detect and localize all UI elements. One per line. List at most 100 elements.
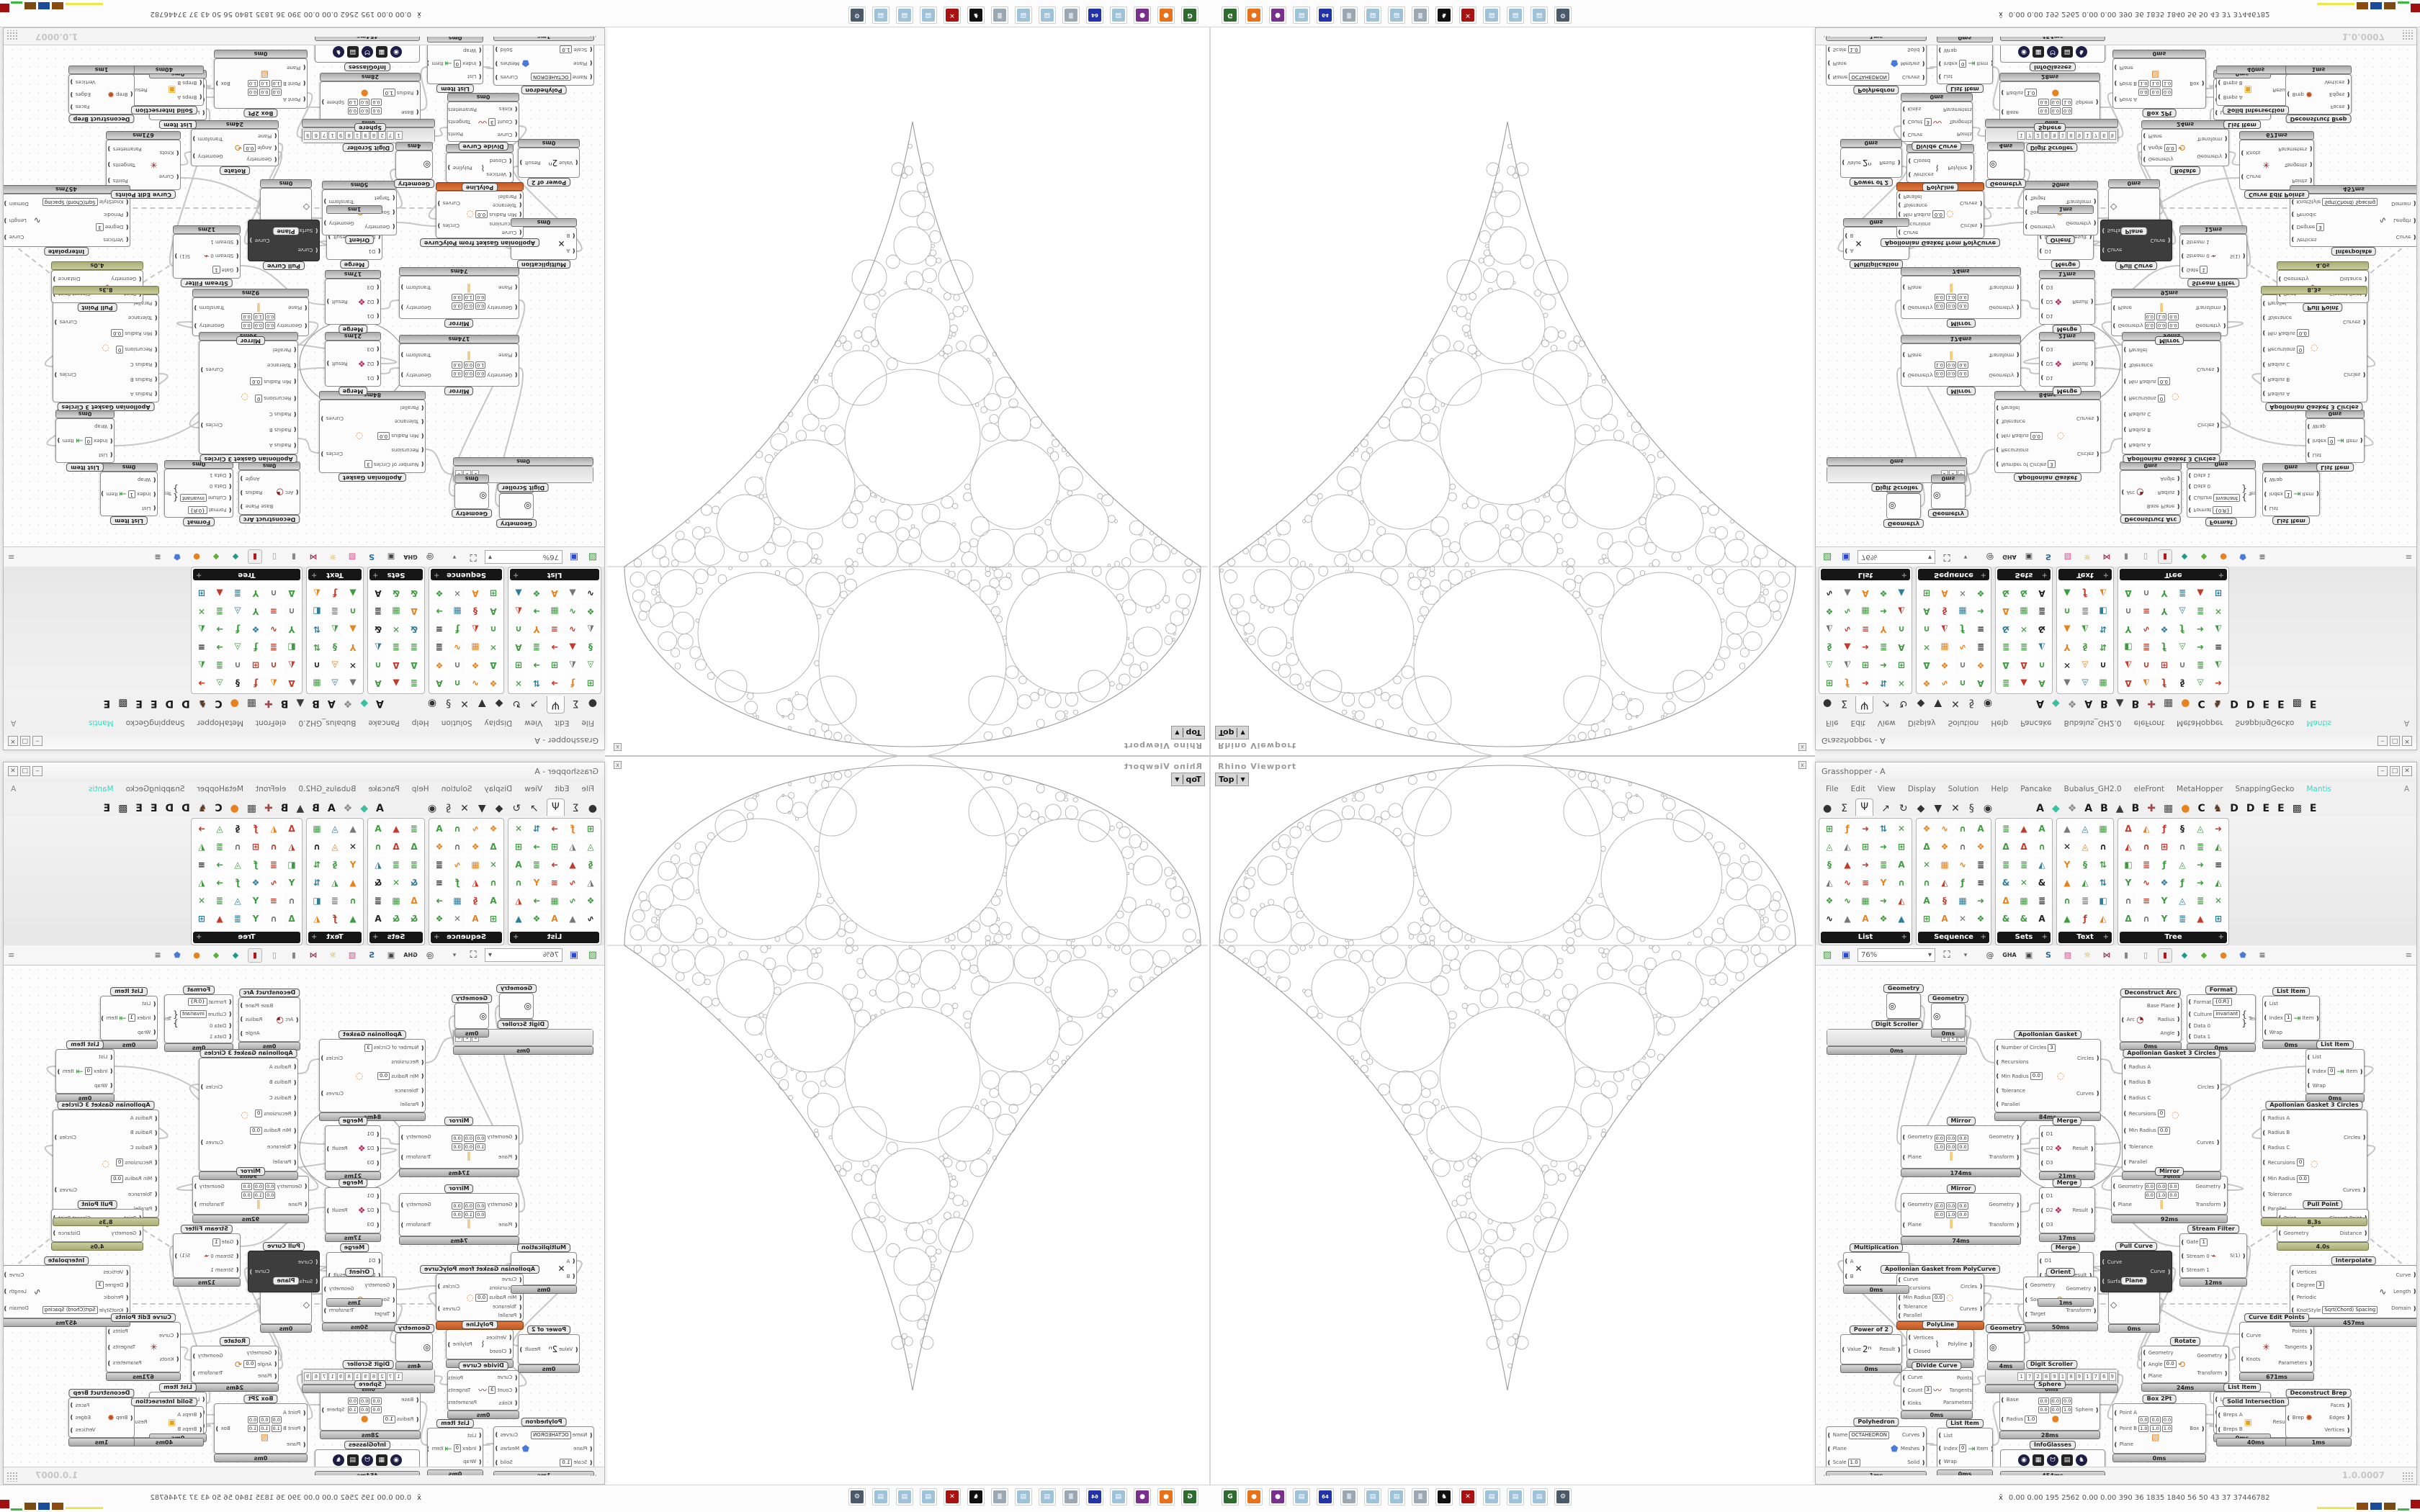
component-icon[interactable]: ∩ [1893,621,1910,638]
output-port[interactable]: Result❫ [519,160,540,166]
component-icon[interactable]: ❖ [2156,874,2173,891]
component-icon[interactable]: ◧ [2094,892,2112,909]
input-port[interactable]: ❪ Radius A [2123,1063,2151,1070]
palette-expand-icon[interactable]: + [196,571,202,579]
pin-teal-icon[interactable]: ◆ [2181,552,2188,562]
value-box[interactable]: 0.0 [377,1072,390,1081]
node-geometry[interactable]: ◎ [499,493,534,519]
node-label-stream-filter[interactable]: Stream Filter [181,1225,233,1233]
input-port[interactable]: ❪ Format {0:R} [188,506,233,514]
input-port[interactable]: ❪ Index 0 [2306,436,2336,445]
pink-box-icon[interactable]: ▨ [2063,552,2072,562]
plugin-tab-0[interactable]: A [376,803,384,814]
value-box[interactable]: 0.0 [1934,1210,1945,1218]
component-icon[interactable]: ◬ [2174,856,2191,873]
input-port[interactable]: ❪ Radius C [269,411,297,418]
plugin-tab-14[interactable]: E [150,698,158,709]
taskbar-icon-notepad-6[interactable]: ▤ [1531,6,1548,24]
output-port[interactable]: Parameters❫ [448,106,477,112]
input-port[interactable]: ❪ Parallel [2262,1205,2286,1212]
output-port[interactable]: Transform ❫ [192,136,223,143]
output-port[interactable]: Base Plane ❫ [2147,503,2181,510]
component-icon[interactable]: ➜ [1875,657,1892,674]
output-port[interactable]: Curves ❫ [2197,1139,2220,1146]
node-label-merge[interactable]: Merge [338,387,368,395]
category-tab-7[interactable]: ✕ [460,803,469,814]
component-icon[interactable]: ⊞ [2210,585,2227,602]
node-label-apollonian-gasket-3-circles[interactable]: Apollonian Gasket 3 Circles [2265,402,2363,411]
value-box[interactable]: 3 [2048,460,2056,469]
output-port[interactable]: Points❫ [107,1328,128,1335]
node-label-solid-intersection[interactable]: Solid Intersection [2223,106,2289,114]
node-label-apollonian-gasket-3-circles[interactable]: Apollonian Gasket 3 Circles [200,454,297,463]
node-format[interactable]: ❪ Format {0:R} ❪ Culture invariant ❪ Data 0 ❪ Dat… [164,994,233,1043]
component-icon[interactable]: ƒ [2076,910,2094,927]
component-icon[interactable]: ⊞ [1918,910,1935,927]
close-icon[interactable]: x [1798,761,1806,769]
input-port[interactable]: ❪ Periodic [104,1295,130,1301]
output-port[interactable]: Tangents❫ [1950,119,1972,125]
component-icon[interactable]: A [1918,603,1935,620]
component-icon[interactable]: ❖ [2156,621,2173,638]
output-port[interactable]: Transform ❫ [1989,1222,2020,1228]
plugin-tab-11[interactable]: ♞ [197,698,207,709]
component-icon[interactable]: ≡ [265,892,282,909]
component-icon[interactable]: ▦ [308,820,326,837]
node-label-list-item[interactable]: List Item [2272,987,2310,996]
ball-orange-icon[interactable]: ● [2220,552,2227,562]
node-rotate[interactable]: ❪ Geometry ❪ Angle 0.0 ❪ Plane ⟲ Geometry ❫ Transf… [2141,1346,2229,1383]
input-port[interactable]: ❪ Index 1 [2263,1014,2293,1022]
grasshopper-titlebar[interactable]: Grasshopper - A ‒ □ ✕ [1816,762,2416,781]
output-port[interactable]: Polyline ❫ [447,1341,472,1348]
value-box[interactable]: OCTAHEDRON [531,73,571,81]
ribbon-icon[interactable]: ⋈ [309,950,318,960]
taskbar-icon-scroll-2[interactable]: ≣ [991,6,1008,24]
plugin-tab-1[interactable]: ◆ [360,698,369,709]
component-icon[interactable]: ✕ [1954,910,1971,927]
component-icon[interactable]: ∿ [449,856,466,873]
input-port[interactable]: ❪ Arc [2120,490,2135,496]
node-label-mirror[interactable]: Mirror [236,1167,266,1176]
node-apollonian-gasket-3-circles[interactable]: ❪ Radius A ❪ Radius B ❪ Radius C ❪ Recursions 0 ❪… [2122,341,2221,454]
output-port[interactable]: Transform ❫ [400,352,431,359]
output-port[interactable]: Geometry ❫ [2195,323,2227,329]
node-label-power-of-2[interactable]: Power of 2 [526,178,571,186]
component-icon[interactable]: ⊞ [485,910,502,927]
node-rotate[interactable]: ❪ Geometry ❪ Angle 0.0 ❪ Plane ⟲ Geometry ❫ Transf… [191,1346,279,1383]
search-s-icon[interactable]: S [2045,950,2051,960]
infoglasses-icon[interactable]: ♞ [2076,46,2087,58]
input-port[interactable]: ❪ Data 0 [210,1022,233,1029]
plugin-tab-17[interactable]: E [2309,698,2317,709]
output-port[interactable]: Edges ❫ [2329,1414,2351,1421]
infoglasses-icon[interactable]: ◉ [2018,46,2030,58]
node-label-stream-filter[interactable]: Stream Filter [2187,1225,2239,1233]
input-port[interactable]: ❪ Curve [1897,1277,1918,1283]
component-icon[interactable]: ≡ [546,874,563,891]
input-port[interactable]: ❪ Breps B [177,1426,203,1433]
component-icon[interactable]: ≡ [1857,621,1874,638]
zoom-dropdown[interactable]: 76% ▾ [485,550,563,564]
input-port[interactable]: ❪ Plane [2112,1201,2132,1207]
node-label-list-item[interactable]: List Item [159,1383,197,1392]
value-box[interactable]: 0.0 [463,1202,475,1210]
value-box[interactable]: 1 [2284,490,2293,498]
component-icon[interactable]: ✕ [2210,892,2227,909]
output-port[interactable]: Transform ❫ [400,1222,431,1228]
value-box[interactable]: 1.0 [1945,294,1957,302]
component-icon[interactable]: ▦ [2015,892,2033,909]
input-port[interactable]: ❪ Parallel [400,1101,425,1107]
output-port[interactable]: Domain❫ [4,1305,29,1312]
input-port[interactable]: ❪D2 [367,1207,380,1214]
output-port[interactable]: Transform ❫ [1989,1154,2020,1161]
zoom-extents-icon[interactable]: ⛶ [470,950,477,960]
palette-expand-icon[interactable]: + [372,933,379,941]
taskbar-icon-notepad-5[interactable]: ▤ [1507,6,1524,24]
output-port[interactable]: Radius ❫ [239,490,262,496]
input-port[interactable]: ❪Wrap [94,1082,114,1089]
node-label-solid-intersection[interactable]: Solid Intersection [131,1398,197,1406]
input-port[interactable]: ❪ Plane [288,305,308,311]
digit-cell[interactable]: 9 [362,131,369,140]
component-icon[interactable]: ∿ [449,639,466,656]
value-box[interactable]: 0.0 [2030,431,2043,440]
